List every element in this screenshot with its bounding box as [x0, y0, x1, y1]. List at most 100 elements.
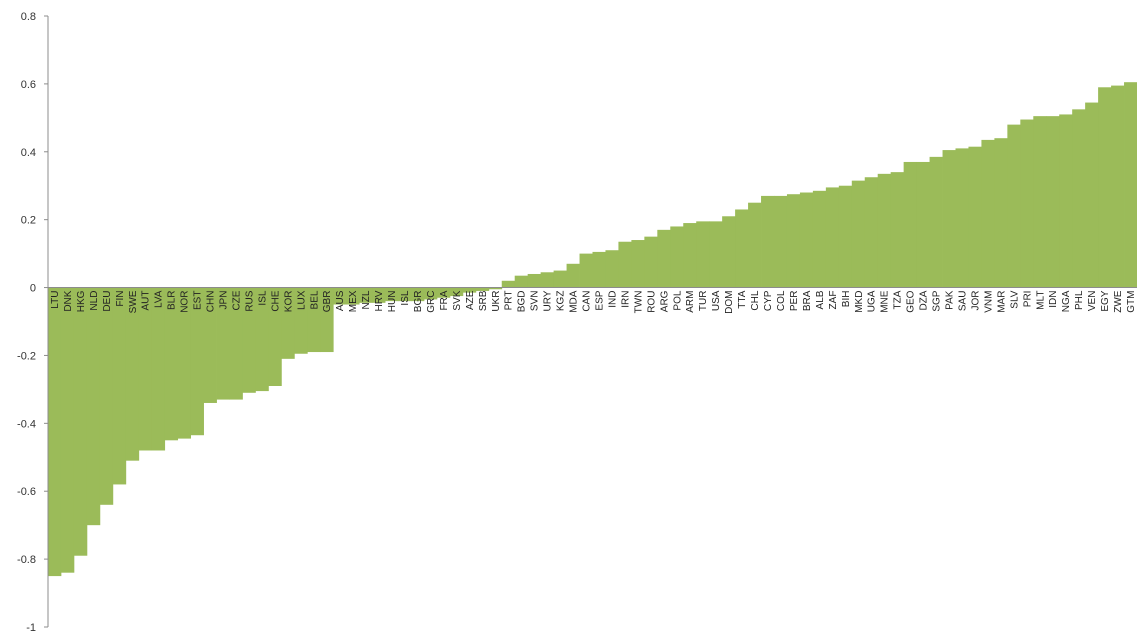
bar-srb — [475, 287, 490, 291]
bar-dnk — [60, 287, 75, 573]
category-label: JOR — [970, 291, 981, 311]
category-label: NLD — [89, 291, 100, 311]
bar-aus — [333, 287, 347, 305]
bar-swe — [125, 287, 140, 461]
bar-lva — [151, 287, 166, 451]
category-label: EST — [193, 291, 204, 310]
category-label: MNE — [880, 290, 891, 313]
bar-ind — [605, 250, 619, 288]
bar-isl — [398, 287, 412, 302]
bar-egy — [1098, 87, 1112, 288]
category-label: UGA — [867, 290, 878, 312]
y-tick-label: -0.4 — [17, 418, 36, 430]
bar-hun — [385, 287, 399, 302]
bar-mex — [346, 287, 360, 305]
category-label: GRC — [426, 291, 437, 313]
category-label: LVA — [154, 290, 165, 308]
category-label: HKG — [76, 290, 87, 312]
category-label: HUN — [387, 291, 398, 313]
y-tick-label: -0.6 — [17, 486, 36, 498]
bar-ukr — [488, 287, 503, 290]
bar-ltu — [48, 287, 62, 577]
category-label: IND — [607, 291, 618, 308]
bar-pak — [942, 150, 956, 288]
bar-svn — [527, 273, 542, 288]
category-label: SVK — [452, 290, 463, 310]
bar-vnm — [981, 139, 995, 288]
category-label: VNM — [983, 291, 994, 313]
category-label: UKR — [491, 291, 502, 312]
bar-sau — [955, 148, 969, 288]
category-label: SLV — [1009, 290, 1020, 308]
category-label: AUS — [335, 290, 346, 311]
bar-gbr — [320, 287, 334, 353]
category-label: BGD — [517, 291, 528, 313]
category-label: DZA — [919, 290, 930, 310]
category-label: VEN — [1087, 291, 1098, 312]
category-label: POL — [672, 290, 683, 310]
bar-bgd — [514, 275, 529, 288]
bar-bra — [799, 192, 814, 288]
bar-cze — [229, 287, 243, 400]
bar-mda — [566, 263, 580, 288]
category-label: MLT — [1035, 291, 1046, 310]
bar-nzl — [359, 287, 373, 303]
category-label: TWN — [633, 291, 644, 314]
bar-hkg — [73, 287, 88, 556]
bar-fra — [436, 287, 451, 298]
bar-lux — [294, 287, 308, 354]
category-label: SWE — [128, 290, 139, 313]
bar-aze — [462, 287, 477, 293]
bar-chl — [748, 202, 762, 288]
bar-deu — [99, 287, 114, 505]
category-label: SGP — [932, 290, 943, 311]
bar-tur — [696, 221, 710, 288]
category-label: DNK — [63, 290, 74, 311]
bar-can — [579, 253, 593, 288]
bar-geo — [903, 161, 917, 288]
category-label: TTA — [737, 290, 748, 308]
category-label: HRV — [374, 290, 385, 311]
bar-svk — [449, 287, 464, 297]
category-label: DOM — [724, 291, 735, 314]
y-tick-label: -1 — [26, 622, 36, 634]
category-label: IDN — [1048, 291, 1059, 308]
bar-bih — [838, 185, 853, 288]
category-label: BLR — [167, 291, 178, 310]
y-tick-label: 0.6 — [21, 79, 36, 91]
category-label: URY — [543, 290, 554, 311]
bar-alb — [812, 190, 827, 288]
category-label: BRA — [802, 290, 813, 311]
bar-kgz — [553, 270, 567, 288]
bar-aut — [138, 287, 153, 451]
bar-zwe — [1111, 85, 1125, 288]
category-label: CYP — [763, 290, 774, 311]
category-label: SRB — [478, 290, 489, 311]
bar-mkd — [851, 180, 866, 288]
bar-phl — [1072, 109, 1086, 288]
bar-twn — [631, 240, 645, 288]
category-label: MKD — [854, 291, 865, 313]
y-axis-ticks: -1 -0.8 -0.6 -0.4 -0.2 0 0.2 0.4 0.6 0.8 — [17, 11, 48, 634]
category-label: CAN — [582, 291, 593, 312]
category-label: ESP — [594, 290, 605, 310]
bar-blr — [164, 287, 179, 441]
bar-ury — [540, 272, 554, 288]
category-label: TZA — [893, 290, 904, 309]
category-label: CHE — [270, 290, 281, 311]
category-label: PAK — [945, 290, 956, 310]
category-label: COL — [776, 290, 787, 311]
category-label: USA — [711, 290, 722, 311]
y-tick-label: 0 — [30, 283, 36, 295]
bar-mar — [994, 138, 1008, 288]
y-tick-label: 0.8 — [21, 11, 36, 23]
bar-tta — [735, 209, 749, 288]
category-label: MEX — [348, 290, 359, 312]
bar-arg — [657, 229, 671, 288]
category-label: SVN — [530, 291, 541, 312]
bar-fin — [112, 287, 127, 485]
category-label: EGY — [1100, 290, 1111, 311]
category-label: DEU — [102, 291, 113, 312]
bar-dza — [916, 161, 930, 288]
